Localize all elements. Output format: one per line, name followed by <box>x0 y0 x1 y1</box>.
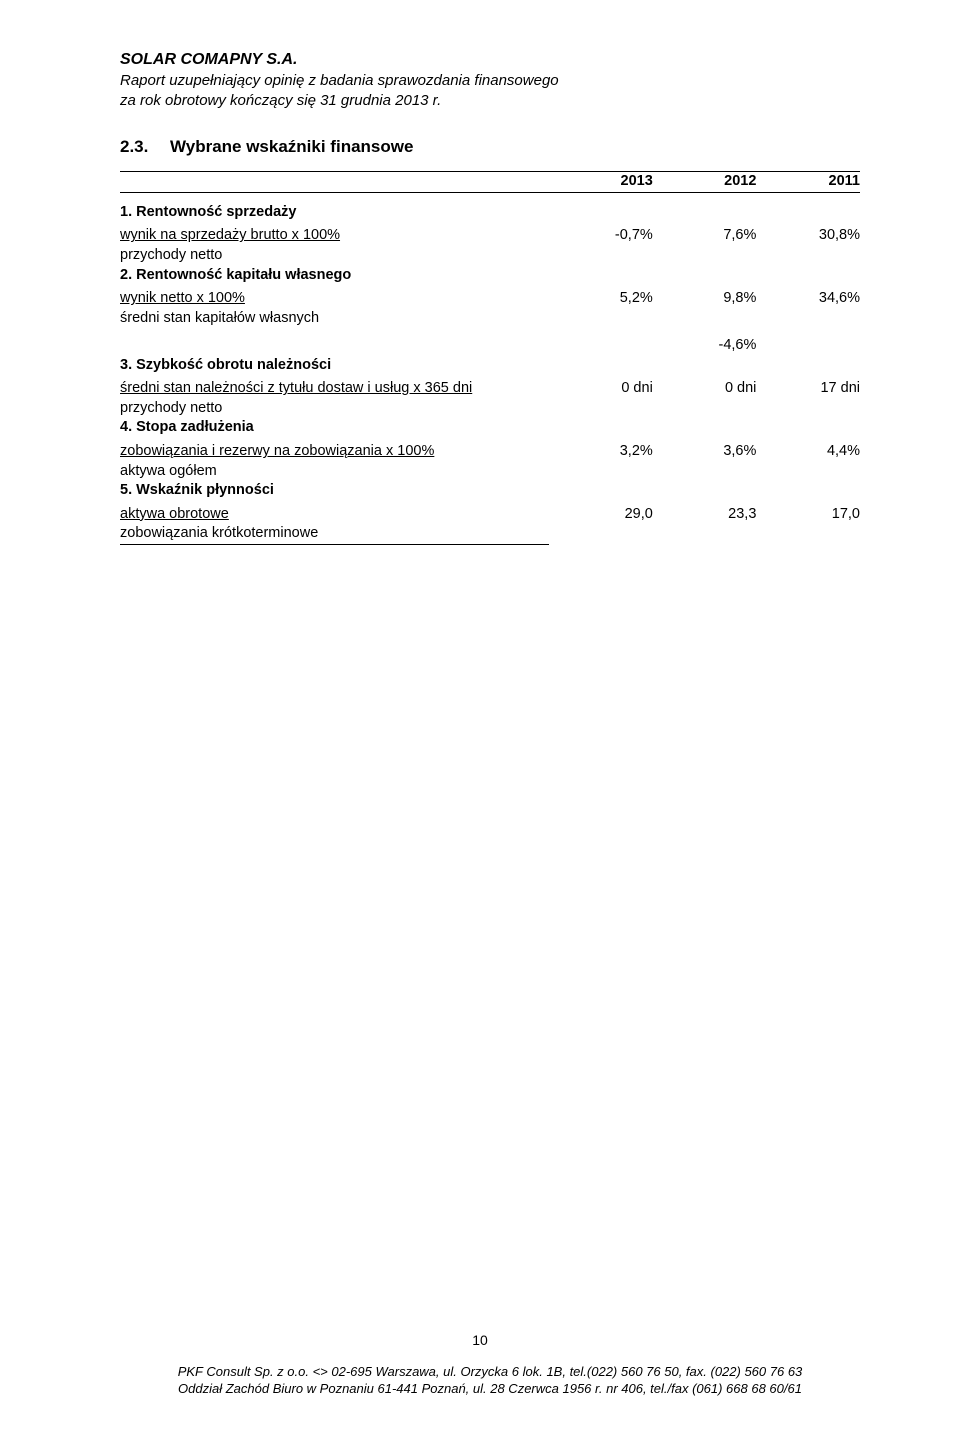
indicator-1-v2: 7,6% <box>653 226 757 265</box>
company-name: SOLAR COMAPNY S.A. <box>120 50 860 71</box>
header-line-1: Raport uzupełniający opinię z badania sp… <box>120 71 860 91</box>
year-2012: 2012 <box>653 172 757 193</box>
indicator-3-title: 3. Szybkość obrotu należności <box>120 356 860 376</box>
year-2011: 2011 <box>756 172 860 193</box>
indicator-3-head: 3. Szybkość obrotu należności <box>120 356 860 376</box>
indicator-1-formula: wynik na sprzedaży brutto x 100% -0,7% 7… <box>120 226 860 246</box>
table-header-row: 2013 2012 2011 <box>120 172 860 193</box>
indicator-3-numerator: średni stan należności z tytułu dostaw i… <box>120 379 549 399</box>
header-empty <box>120 172 549 193</box>
indicator-4-formula: zobowiązania i rezerwy na zobowiązania x… <box>120 442 860 462</box>
page-number: 10 <box>0 1332 960 1348</box>
footer-line-1: PKF Consult Sp. z o.o. <> 02-695 Warszaw… <box>120 1363 860 1381</box>
section-number: 2.3. <box>120 137 170 157</box>
indicator-5-v1: 29,0 <box>549 505 653 545</box>
indicator-4-v3: 4,4% <box>756 442 860 481</box>
indicator-1-head: 1. Rentowność sprzedaży <box>120 192 860 222</box>
indicator-1-denominator: przychody netto <box>120 246 549 266</box>
indicator-4-v2: 3,6% <box>653 442 757 481</box>
indicator-4-title: 4. Stopa zadłużenia <box>120 418 860 438</box>
section-title: 2.3.Wybrane wskaźniki finansowe <box>120 137 860 157</box>
indicator-4-denominator: aktywa ogółem <box>120 462 549 482</box>
page-footer: PKF Consult Sp. z o.o. <> 02-695 Warszaw… <box>120 1363 860 1398</box>
page: SOLAR COMAPNY S.A. Raport uzupełniający … <box>0 0 960 1448</box>
indicator-2-v3: 34,6% <box>756 289 860 328</box>
indicator-5-v3: 17,0 <box>756 505 860 545</box>
header-line-2: za rok obrotowy kończący się 31 grudnia … <box>120 91 860 111</box>
indicator-3-v2: 0 dni <box>653 379 757 418</box>
indicator-1-v3: 30,8% <box>756 226 860 265</box>
indicator-4-numerator: zobowiązania i rezerwy na zobowiązania x… <box>120 442 549 462</box>
indicator-1-v1: -0,7% <box>549 226 653 265</box>
indicator-2-formula: wynik netto x 100% 5,2% 9,8% 34,6% <box>120 289 860 309</box>
indicator-2-numerator: wynik netto x 100% <box>120 289 549 309</box>
indicator-5-denominator: zobowiązania krótkoterminowe <box>120 524 549 544</box>
year-2013: 2013 <box>549 172 653 193</box>
footer-line-2: Oddział Zachód Biuro w Poznaniu 61-441 P… <box>120 1380 860 1398</box>
indicator-3-v1: 0 dni <box>549 379 653 418</box>
indicator-2-head: 2. Rentowność kapitału własnego <box>120 266 860 286</box>
document-header: SOLAR COMAPNY S.A. Raport uzupełniający … <box>120 50 860 111</box>
indicator-5-v2: 23,3 <box>653 505 757 545</box>
indicator-3-denominator: przychody netto <box>120 399 549 419</box>
indicator-2-title: 2. Rentowność kapitału własnego <box>120 266 860 286</box>
indicator-3-mid-value: -4,6% <box>653 328 757 356</box>
indicator-1-title: 1. Rentowność sprzedaży <box>120 192 860 222</box>
section-title-text: Wybrane wskaźniki finansowe <box>170 137 413 156</box>
indicator-4-head: 4. Stopa zadłużenia <box>120 418 860 438</box>
financial-indicators-table: 2013 2012 2011 1. Rentowność sprzedaży w… <box>120 171 860 545</box>
indicator-1-numerator: wynik na sprzedaży brutto x 100% <box>120 226 549 246</box>
indicator-3-mid-row: -4,6% <box>120 328 860 356</box>
indicator-2-v1: 5,2% <box>549 289 653 328</box>
indicator-2-denominator: średni stan kapitałów własnych <box>120 309 549 329</box>
indicator-5-formula: aktywa obrotowe 29,0 23,3 17,0 <box>120 505 860 525</box>
indicator-3-v3: 17 dni <box>756 379 860 418</box>
indicator-2-v2: 9,8% <box>653 289 757 328</box>
indicator-5-head: 5. Wskaźnik płynności <box>120 481 860 501</box>
indicator-4-v1: 3,2% <box>549 442 653 481</box>
indicator-5-numerator: aktywa obrotowe <box>120 505 549 525</box>
indicator-3-formula: średni stan należności z tytułu dostaw i… <box>120 379 860 399</box>
indicator-5-title: 5. Wskaźnik płynności <box>120 481 860 501</box>
